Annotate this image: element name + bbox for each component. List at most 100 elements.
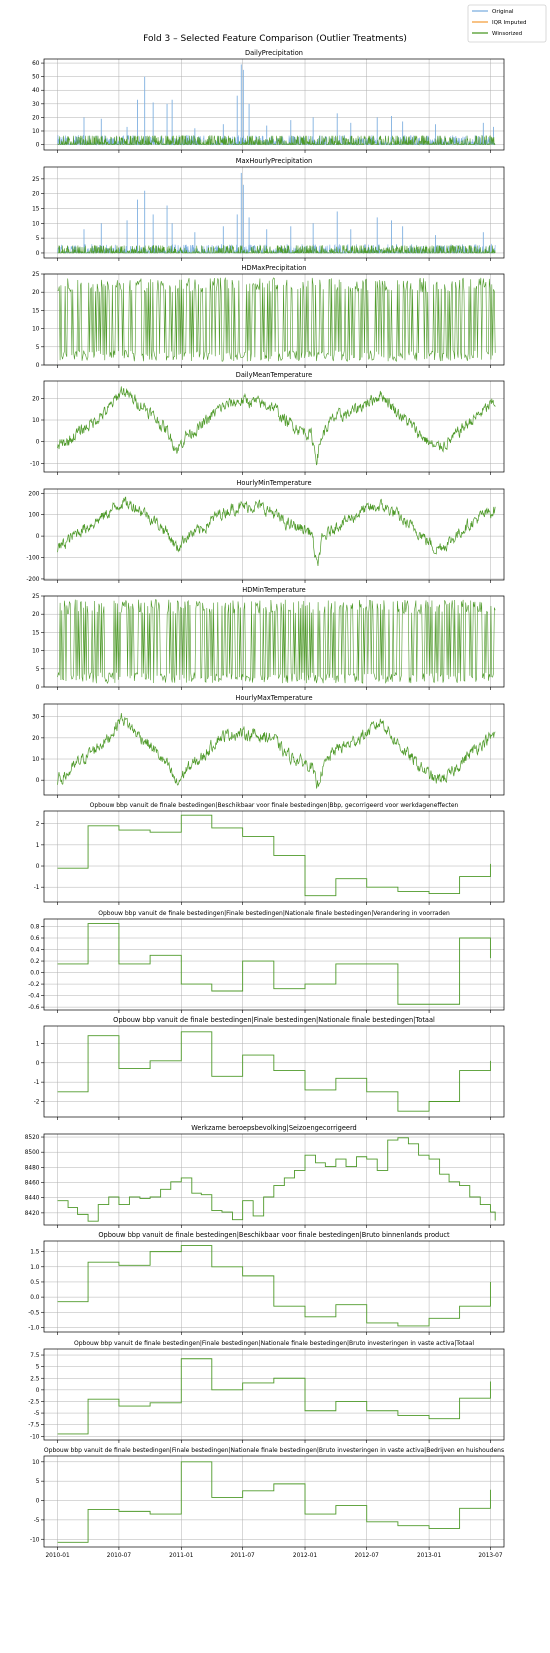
series-line-winsorized bbox=[57, 134, 496, 146]
y-tick-label: 200 bbox=[28, 491, 39, 497]
y-tick-label: 1.5 bbox=[30, 1250, 40, 1256]
chart-panel: DailyPrecipitation 0 10 20 30 40 50 60 bbox=[32, 49, 505, 153]
y-tick-label: -7.5 bbox=[28, 1423, 40, 1429]
series-line-winsorized bbox=[57, 1031, 491, 1112]
chart-panel: Opbouw bbp vanuit de finale bestedingen|… bbox=[28, 1231, 505, 1335]
x-tick-label: 2010-01 bbox=[45, 1553, 70, 1559]
y-tick-label: 8520 bbox=[25, 1135, 40, 1141]
chart-title: HourlyMinTemperature bbox=[236, 479, 311, 487]
plot-area bbox=[57, 599, 496, 685]
y-tick-label: 20 bbox=[32, 290, 40, 296]
plot-area bbox=[57, 923, 491, 1005]
chart-title: DailyMeanTemperature bbox=[236, 371, 312, 379]
chart-panel: HDMinTemperature 0 5 10 15 20 25 bbox=[32, 586, 505, 691]
chart-title: HDMaxPrecipitation bbox=[242, 264, 307, 272]
series-line-winsorized bbox=[57, 496, 496, 567]
y-tick-label: 0 bbox=[36, 864, 40, 870]
y-tick-label: 20 bbox=[32, 115, 40, 121]
y-tick-label: 25 bbox=[32, 272, 40, 278]
chart-title: MaxHourlyPrecipitation bbox=[236, 157, 312, 165]
y-tick-label: -0.4 bbox=[28, 994, 40, 1000]
axes-frame bbox=[43, 1240, 505, 1333]
plot-area bbox=[57, 277, 496, 362]
y-tick-label: 8420 bbox=[25, 1211, 40, 1217]
y-tick-label: 0 bbox=[36, 143, 40, 149]
axes-frame bbox=[43, 166, 505, 259]
y-tick-label: 10 bbox=[32, 221, 40, 227]
y-tick-label: 0 bbox=[36, 440, 40, 446]
y-tick-label: 10 bbox=[32, 649, 40, 655]
y-tick-label: 5 bbox=[36, 667, 40, 673]
series-line-winsorized bbox=[57, 1137, 496, 1222]
plot-area bbox=[57, 1137, 496, 1222]
plot-area bbox=[57, 496, 496, 567]
axes-frame bbox=[43, 58, 505, 151]
y-tick-label: -0.6 bbox=[28, 1005, 40, 1011]
plot-area bbox=[57, 1245, 491, 1327]
chart-title: Opbouw bbp vanuit de finale bestedingen|… bbox=[44, 1447, 504, 1454]
axes-frame bbox=[43, 810, 505, 903]
y-tick-label: 8440 bbox=[25, 1196, 40, 1202]
y-tick-label: 50 bbox=[32, 75, 40, 81]
y-tick-label: 5 bbox=[36, 345, 40, 351]
series-line-winsorized bbox=[57, 1358, 491, 1435]
y-tick-label: 0 bbox=[36, 251, 40, 257]
series-line-winsorized bbox=[57, 244, 496, 255]
y-tick-label: 10 bbox=[32, 1460, 40, 1466]
y-tick-label: 15 bbox=[32, 206, 40, 212]
axes-frame bbox=[43, 273, 505, 366]
axes-frame bbox=[43, 1455, 505, 1548]
y-tick-label: 1 bbox=[36, 1041, 40, 1047]
axes-frame bbox=[43, 1348, 505, 1441]
y-tick-label: 0.6 bbox=[30, 936, 40, 942]
series-line-winsorized bbox=[57, 277, 496, 362]
y-tick-label: 2 bbox=[36, 822, 40, 828]
y-tick-label: 2.5 bbox=[30, 1376, 40, 1382]
chart-title: DailyPrecipitation bbox=[245, 49, 303, 57]
y-tick-label: -1 bbox=[34, 885, 40, 891]
y-tick-label: 40 bbox=[32, 88, 40, 94]
y-tick-label: -2.5 bbox=[28, 1399, 40, 1405]
plot-area bbox=[57, 172, 496, 255]
series-line-winsorized bbox=[57, 814, 491, 897]
chart-panel: HourlyMinTemperature -200 -100 0 100 200 bbox=[26, 479, 505, 583]
y-tick-label: 20 bbox=[32, 396, 40, 402]
x-tick-label: 2010-07 bbox=[107, 1553, 132, 1559]
chart-title: HourlyMaxTemperature bbox=[235, 694, 312, 702]
y-tick-label: 10 bbox=[32, 327, 40, 333]
chart-panel: Werkzame beroepsbevolking|Seizoengecorri… bbox=[25, 1124, 505, 1228]
y-tick-label: 0 bbox=[36, 363, 40, 369]
series-line-winsorized bbox=[57, 712, 496, 790]
series-line-winsorized bbox=[57, 1461, 491, 1543]
y-tick-label: 60 bbox=[32, 61, 40, 67]
y-tick-label: -1 bbox=[34, 1080, 40, 1086]
y-tick-label: 30 bbox=[32, 102, 40, 108]
y-tick-label: 15 bbox=[32, 308, 40, 314]
y-tick-label: 8460 bbox=[25, 1181, 40, 1187]
y-tick-label: 0 bbox=[36, 685, 40, 691]
chart-panel: DailyMeanTemperature -10 0 10 20 bbox=[30, 371, 505, 475]
chart-panel: Opbouw bbp vanuit de finale bestedingen|… bbox=[28, 1340, 505, 1443]
plot-area bbox=[57, 386, 496, 466]
y-tick-label: 0.5 bbox=[30, 1280, 40, 1286]
chart-panel: MaxHourlyPrecipitation 0 5 10 15 20 25 bbox=[32, 157, 505, 261]
series-line-winsorized bbox=[57, 923, 491, 1005]
y-tick-label: -2 bbox=[34, 1100, 40, 1106]
y-tick-label: 10 bbox=[32, 757, 40, 763]
chart-title: Opbouw bbp vanuit de finale bestedingen|… bbox=[113, 1016, 435, 1024]
x-tick-label: 2013-07 bbox=[478, 1553, 503, 1559]
chart-title: Werkzame beroepsbevolking|Seizoengecorri… bbox=[191, 1124, 357, 1132]
chart-panel: Opbouw bbp vanuit de finale bestedingen|… bbox=[34, 802, 505, 905]
legend: Original IQR Imputed Winsorized bbox=[467, 4, 547, 43]
legend-label: Winsorized bbox=[492, 31, 522, 37]
panels: DailyPrecipitation0102030405060MaxHourly… bbox=[25, 49, 505, 1559]
y-tick-label: 8480 bbox=[25, 1165, 40, 1171]
chart-title: Opbouw bbp vanuit de finale bestedingen|… bbox=[90, 802, 459, 809]
y-tick-label: 100 bbox=[28, 513, 39, 519]
chart-panel: Opbouw bbp vanuit de finale bestedingen|… bbox=[28, 910, 505, 1013]
y-tick-label: 30 bbox=[32, 715, 40, 721]
y-tick-label: -10 bbox=[30, 1434, 40, 1440]
series-line-winsorized bbox=[57, 599, 496, 685]
y-tick-label: 0 bbox=[36, 1388, 40, 1394]
